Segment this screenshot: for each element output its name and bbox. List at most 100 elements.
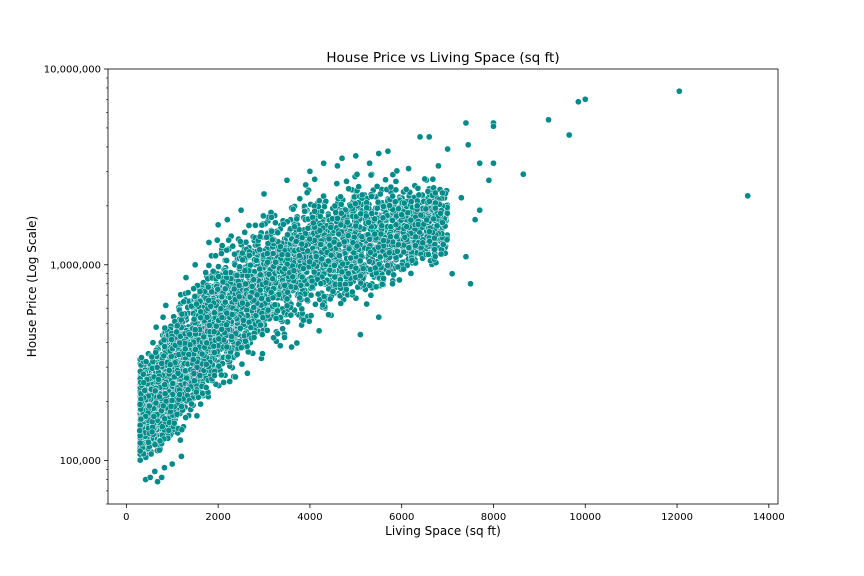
data-point: [276, 342, 284, 350]
data-point: [310, 268, 318, 276]
data-point: [257, 321, 264, 329]
data-point: [168, 336, 175, 343]
data-point: [210, 328, 218, 336]
data-point: [263, 327, 271, 334]
data-point: [363, 300, 371, 308]
data-point: [408, 256, 416, 264]
data-point: [208, 288, 215, 296]
data-point: [345, 245, 353, 253]
data-point: [180, 298, 187, 306]
data-point: [182, 414, 189, 421]
data-point: [283, 295, 291, 303]
data-point: [331, 202, 339, 210]
data-point: [250, 304, 258, 311]
data-point: [136, 447, 144, 455]
data-point: [158, 423, 166, 431]
data-point: [289, 273, 297, 281]
data-point: [253, 291, 261, 299]
data-point: [204, 283, 212, 291]
data-point: [170, 419, 178, 427]
data-point: [345, 185, 352, 193]
data-point: [371, 264, 379, 272]
data-point: [211, 309, 218, 317]
data-point: [247, 324, 255, 331]
data-point: [199, 389, 206, 397]
data-point: [357, 279, 365, 287]
data-point: [390, 271, 397, 279]
data-point: [242, 337, 249, 345]
data-point: [240, 317, 247, 324]
data-point: [263, 250, 271, 257]
data-point: [244, 348, 252, 356]
data-point: [379, 214, 387, 222]
data-point: [214, 285, 222, 293]
data-point: [225, 236, 233, 244]
data-point: [256, 233, 264, 241]
data-point: [274, 229, 282, 237]
data-point: [359, 265, 367, 272]
data-point: [353, 171, 361, 178]
data-point: [200, 333, 208, 341]
data-point: [218, 325, 226, 333]
data-point: [192, 388, 200, 396]
data-point: [373, 183, 381, 190]
data-point: [389, 192, 396, 200]
data-point: [377, 230, 385, 238]
data-point: [384, 262, 392, 269]
data-point: [431, 246, 438, 253]
data-point: [244, 369, 251, 377]
data-point: [221, 298, 229, 306]
data-point: [404, 209, 412, 217]
data-point: [241, 267, 249, 274]
data-point: [419, 239, 427, 247]
data-point: [259, 350, 266, 358]
data-point: [259, 314, 267, 322]
data-point: [366, 258, 373, 265]
data-point: [426, 198, 433, 205]
data-point: [210, 342, 218, 350]
data-point: [368, 210, 376, 217]
data-point: [239, 299, 246, 307]
data-point: [161, 381, 169, 388]
data-point: [215, 273, 222, 280]
data-point: [377, 190, 384, 198]
data-point: [215, 263, 222, 270]
data-point: [191, 293, 199, 300]
data-point: [387, 183, 395, 191]
data-point: [268, 213, 275, 221]
data-point: [303, 296, 311, 304]
data-point: [236, 324, 244, 332]
data-point: [184, 289, 192, 296]
data-point: [190, 285, 197, 293]
data-point: [284, 231, 291, 239]
data-point: [372, 283, 380, 291]
data-point: [215, 362, 223, 370]
data-point: [433, 222, 441, 230]
data-point: [252, 221, 259, 229]
data-point: [228, 333, 235, 340]
data-point: [308, 277, 316, 285]
data-point: [352, 264, 360, 272]
data-point: [432, 189, 439, 197]
data-point: [424, 188, 432, 195]
data-point: [291, 223, 298, 231]
data-point: [337, 221, 345, 229]
data-point: [274, 330, 281, 338]
data-point: [151, 441, 159, 449]
data-point: [246, 261, 254, 269]
data-point: [431, 253, 439, 260]
data-point: [421, 175, 429, 183]
data-point: [284, 251, 292, 259]
data-point: [161, 390, 169, 398]
data-point: [300, 265, 307, 272]
data-point: [242, 280, 249, 288]
data-point: [298, 273, 306, 281]
data-point: [337, 209, 345, 217]
data-point: [405, 244, 413, 252]
data-point: [362, 212, 370, 220]
data-point: [269, 250, 277, 257]
data-point: [277, 243, 284, 251]
data-point: [296, 195, 304, 203]
data-point: [193, 412, 201, 420]
